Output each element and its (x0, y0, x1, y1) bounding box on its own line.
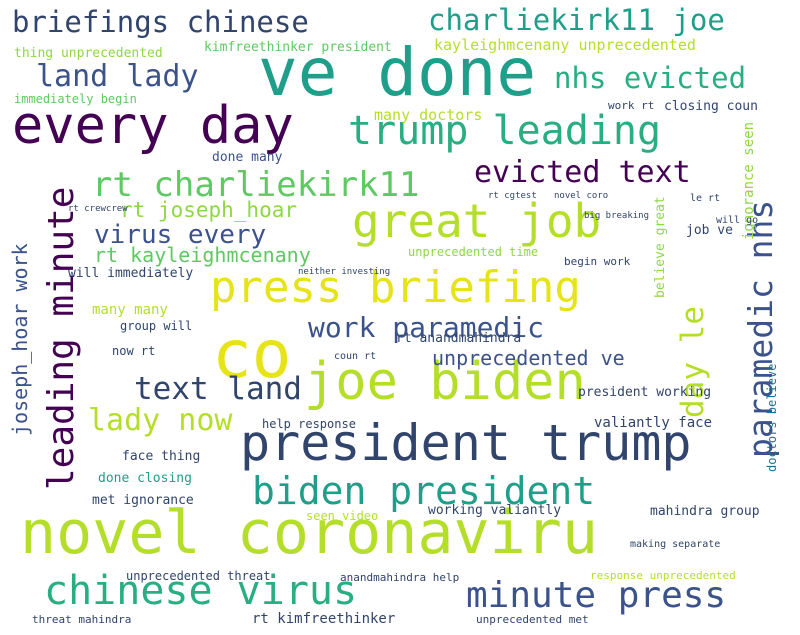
word: work rt (608, 99, 655, 112)
word: joseph_hoar work (8, 236, 34, 436)
word: novel coro (554, 191, 609, 201)
word: response unprecedented (590, 569, 736, 582)
word: mahindra group (650, 504, 760, 519)
word: day le (675, 306, 711, 418)
word: leading minute (41, 186, 82, 490)
word: press briefing (210, 262, 581, 313)
word: kayleighmcenany unprecedented (434, 36, 696, 54)
word: work paramedic (308, 311, 545, 344)
word: thing unprecedented (14, 46, 163, 61)
word: president working (578, 385, 712, 400)
word: unprecedented threat (126, 569, 271, 583)
word: closing coun (664, 99, 758, 114)
word: novel coronaviru (20, 498, 598, 568)
word: joe biden (304, 352, 586, 412)
word: rt charliekirk11 (92, 165, 420, 205)
word: rt anandmahindra (396, 331, 522, 346)
word: rt cgtest (488, 191, 537, 201)
word: believe great (653, 196, 668, 298)
word: charliekirk11 joe (428, 3, 725, 37)
word: leading minute (41, 187, 84, 490)
word: many doctors (374, 106, 483, 124)
word: will immediately (68, 266, 194, 281)
word: now rt (112, 344, 156, 358)
word: rt joseph_hoar (120, 198, 298, 222)
word: rt kimfreethinker (252, 611, 396, 627)
word: anandmahindra help (340, 571, 460, 584)
word: immediately begin (14, 92, 137, 106)
word: great job (352, 194, 602, 248)
word: unprecedented met (476, 613, 589, 626)
word: done closing (98, 471, 192, 486)
word: land lady (36, 59, 199, 94)
word: making separate (630, 539, 721, 550)
word: co (212, 316, 292, 393)
word: minute press (466, 575, 727, 616)
word: ve done (258, 34, 537, 111)
word: briefings chinese (12, 5, 309, 39)
word: virus every (94, 220, 267, 250)
word: help response (262, 417, 356, 431)
word: every day (12, 96, 294, 156)
word: working valiantly (428, 503, 562, 518)
word: believe great (653, 188, 672, 298)
word: day le (675, 298, 714, 418)
word: met ignorance (92, 493, 194, 508)
word: unprecedented time (408, 245, 539, 259)
word: big breaking (584, 211, 650, 221)
word: le rt (690, 193, 721, 204)
word: will go (716, 215, 759, 226)
word: begin work (564, 255, 631, 268)
word: rt crewcrew (68, 204, 128, 214)
word: valiantly face (594, 415, 713, 431)
word: nhs evicted (554, 61, 747, 95)
word: threat mahindra (32, 613, 132, 626)
word: rt kayleighmcenany (94, 243, 311, 267)
word: coun rt (334, 351, 377, 362)
word: chinese virus (44, 568, 358, 614)
word: doctors believe (765, 352, 782, 472)
word: job ve (686, 223, 733, 238)
word: trump leading (348, 108, 662, 154)
word: evicted text (474, 155, 691, 190)
word: unprecedented ve (432, 346, 625, 370)
word: neither investing (298, 267, 391, 277)
word: seen video (306, 509, 379, 523)
word: done many (212, 150, 283, 165)
word: biden president (252, 469, 596, 513)
word: kimfreethinker president (204, 40, 392, 55)
word: doctors believe (765, 363, 779, 472)
word: group will (120, 319, 193, 333)
word: president trump (240, 414, 692, 472)
word: many many (92, 302, 168, 318)
word: face thing (122, 449, 201, 464)
word: lady now (88, 403, 233, 438)
word: joseph_hoar work (8, 243, 32, 436)
word: text land (134, 371, 302, 407)
